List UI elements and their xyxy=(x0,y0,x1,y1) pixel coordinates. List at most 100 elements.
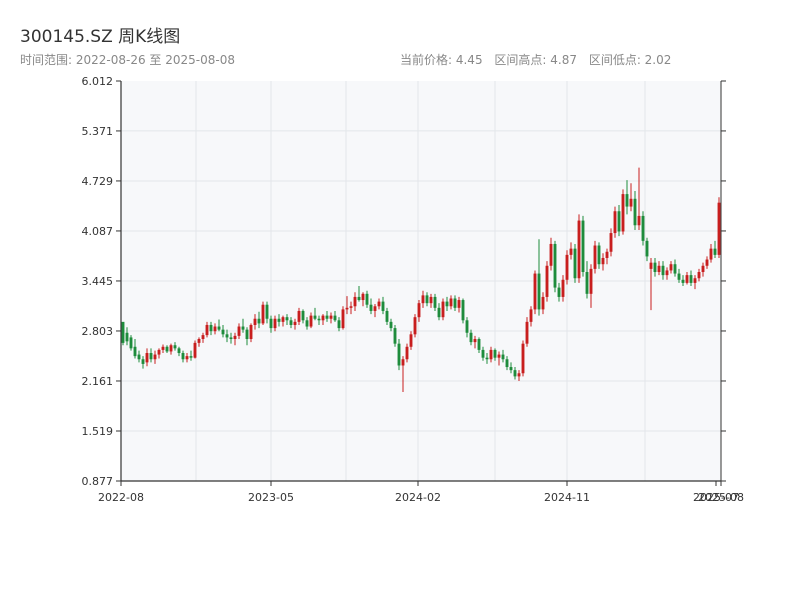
candle xyxy=(373,303,377,318)
candle-body xyxy=(449,298,453,307)
candle xyxy=(649,257,653,311)
candle xyxy=(189,350,193,361)
candle xyxy=(385,307,389,325)
candle xyxy=(693,275,697,290)
candle xyxy=(429,293,433,308)
candle xyxy=(585,261,589,299)
candle-body xyxy=(701,265,705,273)
candle-body xyxy=(157,349,161,355)
candle-body xyxy=(341,309,345,329)
range-low-text: 区间低点: 2.02 xyxy=(588,53,672,67)
candle-body xyxy=(689,275,693,283)
candle-body xyxy=(137,354,141,360)
candle xyxy=(233,332,237,346)
candle xyxy=(257,311,261,329)
candle xyxy=(165,345,169,354)
candle-body xyxy=(677,273,681,280)
candle xyxy=(253,314,257,330)
candle xyxy=(529,306,533,327)
candle-body xyxy=(441,301,445,318)
y-tick-label: 4.087 xyxy=(82,225,114,238)
candle xyxy=(125,327,129,346)
y-tick-label: 4.729 xyxy=(82,175,114,188)
candle-body xyxy=(405,346,409,360)
candle-body xyxy=(173,345,177,349)
candle-body xyxy=(249,324,253,339)
y-tick-label: 0.877 xyxy=(82,475,114,488)
candle-body xyxy=(433,296,437,308)
candle xyxy=(201,332,205,343)
y-tick-label: 6.012 xyxy=(82,75,114,88)
candle-body xyxy=(565,254,569,280)
candle-body xyxy=(193,342,197,358)
candle-body xyxy=(673,264,677,274)
candle-body xyxy=(681,279,685,283)
candle-body xyxy=(245,329,249,339)
candle xyxy=(713,240,717,258)
y-tick-label: 1.519 xyxy=(82,425,114,438)
candle xyxy=(337,317,341,332)
candle xyxy=(277,314,281,327)
candle-body xyxy=(401,359,405,366)
candle-body xyxy=(453,298,457,308)
candle-body xyxy=(129,337,133,349)
candle-body xyxy=(389,321,393,329)
candle-body xyxy=(533,273,537,310)
candle-body xyxy=(233,335,237,339)
candle-body xyxy=(377,301,381,307)
candle-body xyxy=(585,272,589,294)
candle-body xyxy=(473,338,477,343)
candle-body xyxy=(285,317,289,321)
x-tick-label: 2023-05 xyxy=(248,491,294,504)
candle-body xyxy=(353,296,357,307)
candle xyxy=(273,315,277,332)
candle-body xyxy=(357,296,361,301)
candle-body xyxy=(141,359,145,364)
candle xyxy=(477,337,481,354)
candle xyxy=(177,346,181,357)
candle-body xyxy=(617,211,621,232)
candle-body xyxy=(425,295,429,304)
candle xyxy=(213,323,217,335)
candle xyxy=(265,301,269,324)
candle-body xyxy=(417,303,421,318)
candle xyxy=(281,315,285,327)
x-tick-label: 2024-11 xyxy=(544,491,590,504)
candle xyxy=(309,312,313,329)
candle-body xyxy=(369,304,373,311)
candle xyxy=(613,206,617,238)
candle xyxy=(569,242,573,260)
candle-body xyxy=(653,262,657,273)
candle-body xyxy=(329,315,333,319)
candle-body xyxy=(549,243,553,266)
candle xyxy=(137,350,141,363)
price-summary: 当前价格: 4.45 区间高点: 4.87 区间低点: 2.02 xyxy=(400,51,679,68)
candle xyxy=(445,296,449,311)
candle xyxy=(633,190,637,230)
candle-body xyxy=(573,248,577,279)
candle-body xyxy=(713,248,717,255)
candle xyxy=(393,324,397,347)
candle-body xyxy=(281,317,285,322)
candle-body xyxy=(365,293,369,305)
candle xyxy=(669,261,673,274)
candle-body xyxy=(633,198,637,226)
candle-body xyxy=(621,194,625,232)
candle-body xyxy=(597,245,601,265)
candle-body xyxy=(261,304,265,324)
axes: 0.877 1.519 2.161 2.803 3.445 4.087 4.729 5.371… xyxy=(82,75,744,504)
candle-body xyxy=(605,251,609,258)
candle-body xyxy=(421,295,425,304)
candle xyxy=(509,362,513,374)
candle-body xyxy=(361,293,365,301)
candle xyxy=(217,319,221,332)
candle xyxy=(709,243,713,263)
candle-body xyxy=(301,310,305,321)
candle-body xyxy=(569,248,573,255)
candle-body xyxy=(213,326,217,332)
candle-body xyxy=(201,335,205,339)
candle-body xyxy=(445,301,449,307)
candle-body xyxy=(209,324,213,332)
candle-body xyxy=(513,370,517,377)
